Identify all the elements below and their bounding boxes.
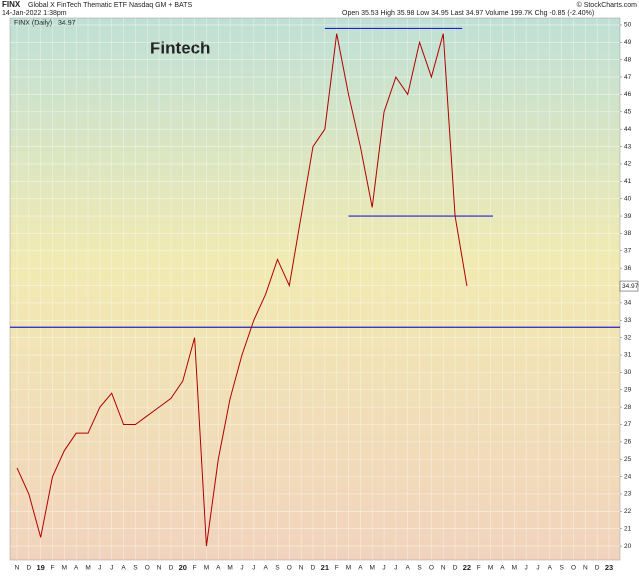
last-price-label: 34.97 (622, 283, 639, 290)
x-tick-label: D (453, 565, 458, 572)
x-tick-label: M (369, 565, 374, 572)
x-tick-label: N (157, 565, 162, 572)
x-tick-label: D (169, 565, 174, 572)
price-line (16, 33, 468, 547)
y-tick-label: 44 (624, 126, 632, 133)
x-tick-label: A (121, 565, 126, 572)
y-tick-label: 25 (624, 456, 632, 463)
x-tick-label: D (26, 565, 31, 572)
x-tick-label: F (193, 565, 197, 572)
x-tick-label: A (263, 565, 268, 572)
x-tick-label: M (227, 565, 232, 572)
x-tick-label: F (335, 565, 339, 572)
x-tick-label: J (382, 565, 385, 572)
x-tick-label: 22 (463, 563, 471, 572)
y-tick-label: 49 (624, 39, 632, 46)
y-tick-label: 22 (624, 508, 632, 515)
x-tick-label: M (512, 565, 517, 572)
y-tick-label: 38 (624, 230, 632, 237)
y-tick-label: 21 (624, 525, 632, 532)
x-tick-label: D (311, 565, 316, 572)
x-tick-label: A (74, 565, 79, 572)
y-tick-label: 34 (624, 300, 632, 307)
y-tick-label: 26 (624, 439, 632, 446)
x-tick-label: J (536, 565, 539, 572)
security-name: Global X FinTech Thematic ETF Nasdaq GM … (28, 2, 192, 9)
x-tick-label: 19 (37, 563, 45, 572)
x-tick-label: D (595, 565, 600, 572)
x-tick-label: N (583, 565, 588, 572)
x-tick-label: A (358, 565, 363, 572)
annotation: Fintech (150, 38, 210, 57)
y-tick-label: 27 (624, 421, 632, 428)
x-tick-label: S (133, 565, 138, 572)
x-tick-label: O (429, 565, 434, 572)
x-tick-label: O (571, 565, 576, 572)
x-tick-label: M (346, 565, 351, 572)
x-tick-label: 23 (605, 563, 613, 572)
x-tick-label: M (488, 565, 493, 572)
credit: © StockCharts.com (577, 1, 638, 9)
y-tick-label: 23 (624, 491, 632, 498)
y-tick-label: 31 (624, 352, 632, 359)
y-tick-label: 50 (624, 22, 632, 29)
y-tick-label: 40 (624, 195, 632, 202)
quote: Open 35.53 High 35.98 Low 34.95 Last 34.… (342, 10, 594, 17)
x-tick-label: N (441, 565, 446, 572)
symbol: FINX (2, 0, 21, 9)
x-tick-label: A (216, 565, 221, 572)
y-tick-label: 32 (624, 334, 632, 341)
x-tick-label: S (275, 565, 280, 572)
plot-area (9, 17, 621, 561)
y-tick-label: 28 (624, 404, 632, 411)
x-tick-label: J (252, 565, 255, 572)
x-tick-label: O (287, 565, 292, 572)
y-tick-label: 42 (624, 161, 632, 168)
x-tick-label: J (240, 565, 243, 572)
legend-name: FINX (Daily) (14, 20, 52, 27)
y-tick-label: 29 (624, 386, 632, 393)
x-tick-label: A (500, 565, 505, 572)
y-tick-label: 41 (624, 178, 632, 185)
x-tick-label: 20 (179, 563, 187, 572)
x-tick-label: S (417, 565, 422, 572)
x-tick-label: O (145, 565, 150, 572)
last-price-tag (619, 280, 639, 292)
x-tick-label: A (406, 565, 411, 572)
y-tick-label: 30 (624, 369, 632, 376)
x-tick-label: S (559, 565, 564, 572)
x-tick-label: F (477, 565, 481, 572)
x-tick-label: F (51, 565, 55, 572)
y-tick-label: 45 (624, 109, 632, 116)
x-tick-label: A (548, 565, 553, 572)
y-tick-label: 37 (624, 248, 632, 255)
y-tick-label: 43 (624, 143, 632, 150)
x-tick-label: J (98, 565, 101, 572)
y-tick-label: 47 (624, 74, 632, 81)
datetime: 14-Jan-2022 1:38pm (2, 10, 67, 17)
x-tick-label: J (394, 565, 397, 572)
legend-value: 34.97 (58, 20, 76, 27)
y-tick-label: 33 (624, 317, 632, 324)
x-tick-label: M (85, 565, 90, 572)
x-tick-label: J (524, 565, 527, 572)
x-tick-label: N (15, 565, 20, 572)
y-tick-label: 48 (624, 56, 632, 63)
y-tick-label: 36 (624, 265, 632, 272)
x-tick-label: J (110, 565, 113, 572)
x-tick-label: M (62, 565, 67, 572)
x-tick-label: M (204, 565, 209, 572)
y-tick-label: 46 (624, 91, 632, 98)
x-tick-label: 21 (321, 563, 329, 572)
y-tick-label: 20 (624, 543, 632, 550)
y-tick-label: 39 (624, 213, 632, 220)
x-tick-label: N (299, 565, 304, 572)
y-tick-label: 24 (624, 473, 632, 480)
